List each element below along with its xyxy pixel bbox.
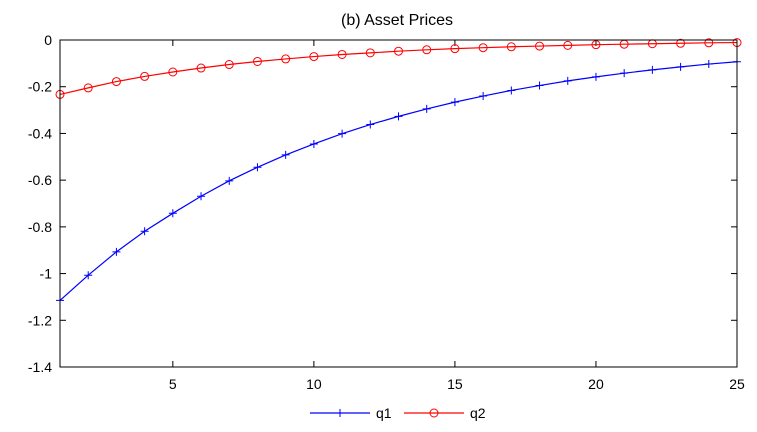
- series-q2: [55, 38, 742, 99]
- data-point: [309, 52, 319, 62]
- x-tick-label: 25: [729, 376, 745, 392]
- data-point: [394, 112, 403, 121]
- data-point: [140, 71, 150, 81]
- data-point: [535, 81, 544, 90]
- data-point: [648, 65, 657, 74]
- data-point: [704, 38, 714, 48]
- data-point: [338, 129, 347, 138]
- data-point: [224, 60, 234, 70]
- data-point: [168, 67, 178, 77]
- data-point: [365, 48, 375, 58]
- data-point: [84, 271, 93, 280]
- data-point: [507, 86, 516, 95]
- series-q1: [56, 57, 741, 305]
- data-point: [563, 76, 572, 85]
- data-point: [676, 38, 686, 48]
- data-point: [253, 163, 262, 172]
- data-point: [479, 92, 488, 101]
- plot-frame: [59, 39, 738, 368]
- data-point: [337, 49, 347, 59]
- y-tick-label: -0.4: [28, 125, 52, 141]
- y-tick-label: -0.6: [28, 172, 52, 188]
- data-point: [140, 227, 149, 236]
- data-point: [535, 41, 545, 51]
- y-tick-label: 0: [44, 32, 52, 48]
- data-point: [422, 45, 432, 55]
- y-tick-label: -1.2: [28, 312, 52, 328]
- data-point: [366, 120, 375, 129]
- legend: q1 q2: [310, 405, 486, 421]
- y-tick-label: -0.2: [28, 79, 52, 95]
- data-point: [281, 150, 290, 159]
- data-point: [563, 40, 573, 50]
- data-point: [83, 83, 93, 93]
- data-point: [676, 62, 685, 71]
- legend-entry-q1: q1: [310, 405, 392, 421]
- data-point: [450, 44, 460, 54]
- legend-label: q2: [470, 405, 486, 421]
- x-tick-label: 15: [447, 376, 463, 392]
- data-point: [422, 104, 431, 113]
- x-tick-label: 5: [169, 376, 177, 392]
- data-point: [591, 72, 600, 81]
- data-point: [506, 42, 516, 52]
- x-tick-label: 20: [588, 376, 604, 392]
- y-tick-label: -0.8: [28, 219, 52, 235]
- data-point: [309, 139, 318, 148]
- data-point: [111, 77, 121, 87]
- chart-title: (b) Asset Prices: [341, 12, 453, 29]
- data-point: [197, 192, 206, 201]
- data-point: [168, 209, 177, 218]
- data-point: [620, 69, 629, 78]
- data-point: [281, 54, 291, 64]
- data-point: [591, 40, 601, 50]
- legend-marker: [429, 408, 439, 418]
- x-tick-label: 10: [306, 376, 322, 392]
- series-line-q2: [59, 41, 738, 96]
- data-point: [112, 247, 121, 256]
- legend-label: q1: [376, 405, 392, 421]
- data-point: [252, 56, 262, 66]
- data-point: [225, 176, 234, 185]
- legend-marker: [336, 409, 344, 417]
- y-tick-label: -1: [40, 266, 53, 282]
- axes: 5 10 15 20 25 0 -0.2 -0.4 -0.6 -0.8 -1 -1.2 -1.4: [28, 32, 745, 392]
- data-point: [450, 98, 459, 107]
- data-point: [478, 43, 488, 53]
- data-point: [394, 46, 403, 56]
- y-tick-label: -1.4: [28, 359, 52, 375]
- data-point: [704, 60, 713, 69]
- data-point: [196, 63, 206, 73]
- plot-area: [60, 40, 737, 367]
- series-layer: [55, 38, 742, 305]
- legend-entry-q2: q2: [404, 405, 486, 421]
